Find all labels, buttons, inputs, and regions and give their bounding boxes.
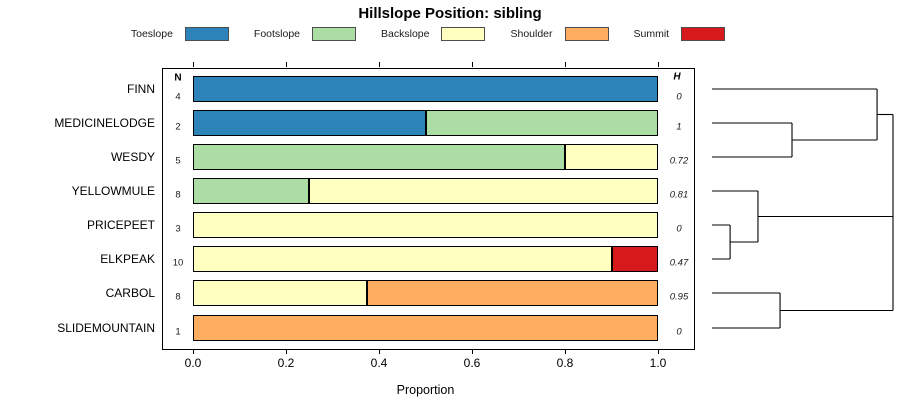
x-tick-bottom (193, 349, 194, 354)
n-value-carbol: 8 (175, 291, 181, 303)
bar-segment-carbol-backslope (193, 280, 368, 306)
n-value-yellowmule: 8 (175, 189, 181, 201)
row-label-slidemountain: SLIDEMOUNTAIN (57, 321, 155, 335)
legend-label: Backslope (381, 27, 430, 40)
row-label-finn: FINN (127, 82, 155, 96)
legend-label: Footslope (253, 27, 301, 40)
legend-swatch-shoulder (564, 26, 609, 41)
legend-item-shoulder: Shoulder (510, 26, 609, 41)
x-tick-bottom (472, 349, 473, 354)
x-tick-label: 0.2 (277, 356, 295, 370)
h-column-header: H (673, 71, 681, 83)
legend-label: Shoulder (510, 27, 553, 40)
h-value-wesdy: 0.72 (669, 155, 689, 167)
chart-title: Hillslope Position: sibling (358, 5, 542, 22)
x-tick-bottom (379, 349, 380, 354)
x-tick-bottom (658, 349, 659, 354)
legend-swatch-toeslope (184, 26, 229, 41)
legend-item-summit: Summit (633, 26, 726, 41)
x-tick-label: 0.0 (184, 356, 202, 370)
row-label-yellowmule: YELLOWMULE (71, 184, 155, 198)
legend-swatch-summit (681, 26, 726, 41)
bar-segment-pricepeet-backslope (193, 212, 658, 238)
bar-segment-slidemountain-shoulder (193, 315, 658, 341)
x-tick-label: 1.0 (649, 356, 667, 370)
x-tick-top (379, 62, 380, 67)
h-value-slidemountain: 0 (676, 326, 682, 338)
x-axis-label: Proportion (396, 383, 455, 397)
legend-swatch-backslope (441, 26, 486, 41)
n-value-slidemountain: 1 (175, 326, 181, 338)
h-value-medicinelodge: 1 (676, 121, 682, 133)
bar-segment-wesdy-backslope (565, 144, 658, 170)
h-value-elkpeak: 0.47 (669, 257, 689, 269)
n-value-wesdy: 5 (175, 155, 181, 167)
bar-segment-medicinelodge-toeslope (193, 110, 426, 136)
legend-label: Summit (633, 27, 670, 40)
n-column-header: N (174, 72, 182, 84)
bar-segment-wesdy-footslope (193, 144, 565, 170)
row-label-medicinelodge: MEDICINELODGE (54, 116, 155, 130)
n-value-elkpeak: 10 (172, 257, 184, 269)
n-value-finn: 4 (175, 91, 181, 103)
x-tick-top (565, 62, 566, 67)
x-tick-bottom (565, 349, 566, 354)
x-tick-top (193, 62, 194, 67)
bar-segment-finn-toeslope (193, 76, 658, 102)
legend-item-backslope: Backslope (381, 26, 486, 41)
h-value-pricepeet: 0 (676, 223, 682, 235)
row-label-elkpeak: ELKPEAK (100, 252, 155, 266)
x-tick-label: 0.8 (556, 356, 574, 370)
n-value-medicinelodge: 2 (175, 121, 181, 133)
row-label-carbol: CARBOL (105, 286, 155, 300)
row-label-wesdy: WESDY (110, 150, 155, 164)
bar-segment-elkpeak-summit (611, 246, 658, 272)
x-tick-top (286, 62, 287, 67)
x-tick-bottom (286, 349, 287, 354)
bar-segment-elkpeak-backslope (193, 246, 612, 272)
x-tick-label: 0.4 (370, 356, 388, 370)
bar-segment-yellowmule-backslope (309, 178, 658, 204)
legend: Toeslope Footslope Backslope Shoulder Summit (0, 26, 856, 41)
x-tick-label: 0.6 (463, 356, 481, 370)
x-tick-top (472, 62, 473, 67)
h-value-finn: 0 (676, 91, 682, 103)
bar-segment-carbol-shoulder (367, 280, 658, 306)
legend-swatch-footslope (312, 26, 357, 41)
legend-item-toeslope: Toeslope (130, 26, 229, 41)
n-value-pricepeet: 3 (175, 223, 181, 235)
x-tick-top (658, 62, 659, 67)
h-value-yellowmule: 0.81 (669, 189, 689, 201)
bar-segment-medicinelodge-footslope (425, 110, 658, 136)
h-value-carbol: 0.95 (669, 291, 689, 303)
legend-item-footslope: Footslope (253, 26, 357, 41)
row-label-pricepeet: PRICEPEET (86, 218, 155, 232)
bar-segment-yellowmule-footslope (193, 178, 310, 204)
legend-label: Toeslope (130, 27, 173, 40)
plot-panel (162, 68, 695, 350)
